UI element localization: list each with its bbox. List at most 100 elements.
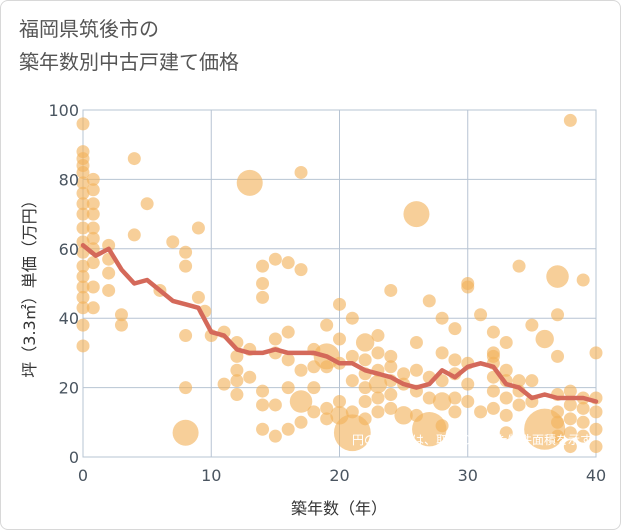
bubble-point: [230, 349, 244, 363]
x-tick-label: 10: [201, 466, 221, 485]
bubble-point: [268, 398, 282, 412]
bubble-point: [461, 280, 475, 294]
bubble-point: [320, 412, 334, 426]
bubble-point: [499, 391, 513, 405]
bubble-point: [435, 419, 449, 433]
bubble-point: [432, 392, 452, 411]
bubble-point: [589, 422, 603, 436]
bubble-point: [576, 401, 590, 415]
bubble-point: [76, 290, 90, 304]
bubble-point: [355, 333, 375, 352]
x-tick-label: 40: [586, 466, 606, 485]
bubble-point: [499, 426, 513, 440]
bubble-point: [294, 263, 308, 277]
bubble-point: [358, 353, 372, 367]
bubble-point: [345, 374, 359, 388]
bubble-point: [397, 367, 411, 381]
bubble-point: [551, 308, 565, 322]
bubble-point: [243, 370, 257, 384]
bubble-point: [179, 259, 193, 273]
bubble-point: [114, 308, 128, 322]
bubble-point: [358, 394, 372, 408]
tick-labels: 0 10 20 30 40 0 20 40 60 80 100: [48, 101, 606, 485]
bubble-point: [486, 401, 500, 415]
bubble-point: [230, 388, 244, 402]
bubble-point: [281, 256, 295, 270]
bubble-point: [371, 329, 385, 343]
bubble-point: [320, 360, 334, 374]
bubble-point: [320, 318, 334, 332]
bubble-point: [358, 381, 372, 395]
bubble-point: [281, 422, 295, 436]
bubble-point: [76, 186, 90, 200]
bubble-point: [371, 405, 385, 419]
bubble-point: [86, 197, 100, 211]
average-line-series: [80, 243, 599, 404]
bubble-point: [525, 374, 539, 388]
bubble-point: [76, 301, 90, 315]
y-tick-label: 100: [48, 101, 79, 120]
bubble-point: [448, 353, 462, 367]
bubble-point: [330, 406, 349, 425]
bubble-point: [551, 429, 565, 443]
bubble-point: [76, 165, 90, 179]
bubble-point: [86, 207, 100, 221]
bubble-point: [281, 353, 295, 367]
bubble-point: [191, 221, 205, 235]
y-tick-label: 60: [59, 240, 79, 259]
bubble-point: [563, 412, 577, 426]
bubble-point: [499, 335, 513, 349]
bubble-point: [589, 440, 603, 454]
bubble-point: [409, 335, 423, 349]
bubble-point: [76, 176, 90, 190]
bubble-point: [86, 301, 100, 315]
bubble-point: [563, 426, 577, 440]
bubble-point: [435, 374, 449, 388]
bubble-point: [448, 405, 462, 419]
bubble-point: [368, 374, 388, 394]
bubble-size-note: 円の大きさは、取引のあった物件面積を示す: [352, 432, 592, 447]
bubble-point: [127, 152, 141, 166]
bubble-point: [499, 363, 513, 377]
x-axis-label: 築年数（年）: [291, 499, 387, 518]
bubble-point: [546, 265, 569, 288]
bubble-point: [76, 197, 90, 211]
bubble-point: [76, 259, 90, 273]
bubble-point: [371, 346, 385, 360]
bubble-point: [448, 322, 462, 336]
bubble-point: [576, 429, 590, 443]
bubble-point: [76, 221, 90, 235]
bubble-point: [435, 311, 449, 325]
bubble-point: [333, 394, 346, 408]
bubble-point: [563, 113, 577, 127]
y-tick-label: 40: [59, 309, 79, 328]
bubble-point: [409, 408, 423, 422]
bubble-point: [230, 363, 244, 377]
bubble-point: [563, 384, 577, 398]
bubble-point: [525, 318, 539, 332]
x-tick-label: 30: [458, 466, 478, 485]
bubble-point: [268, 429, 282, 443]
bubble-point: [140, 197, 154, 211]
bubble-point: [589, 346, 603, 360]
bubble-point: [461, 377, 475, 391]
bubble-point: [102, 266, 116, 280]
bubble-point: [333, 332, 346, 346]
bubble-point: [551, 405, 565, 419]
bubble-point: [76, 207, 90, 221]
bubble-point: [281, 325, 295, 339]
x-tick-label: 20: [329, 466, 349, 485]
bubble-point: [179, 329, 193, 343]
bubble-point: [403, 201, 430, 228]
x-tick-label: 0: [78, 466, 88, 485]
bubble-point: [551, 415, 565, 429]
bubble-point: [281, 381, 295, 395]
bubble-point: [563, 440, 577, 454]
bubble-point: [86, 221, 100, 235]
bubble-point: [307, 405, 321, 419]
bubble-point: [172, 419, 199, 446]
y-tick-label: 0: [69, 448, 79, 467]
bubble-point: [114, 318, 128, 332]
bubble-point: [422, 294, 436, 308]
y-tick-label: 80: [59, 170, 79, 189]
